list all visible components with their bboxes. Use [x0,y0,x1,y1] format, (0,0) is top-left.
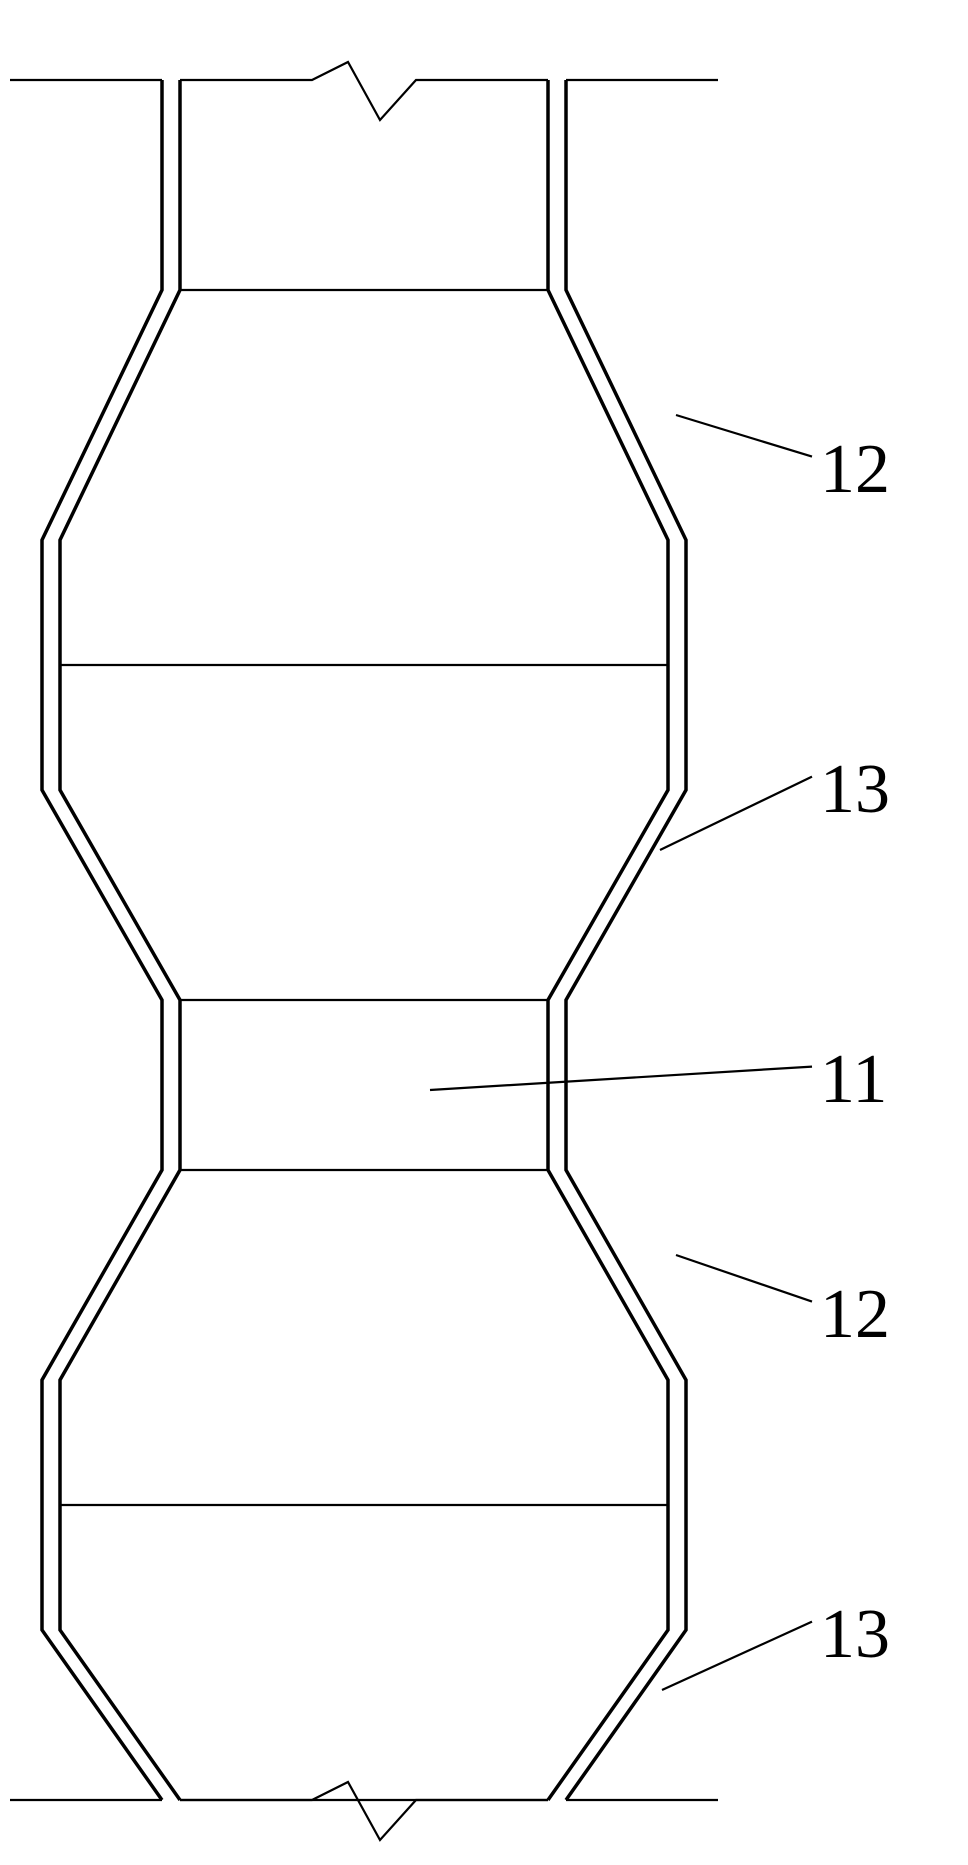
diagram-svg [0,0,968,1865]
ref-label-13-1: 13 [820,750,890,830]
ref-label-13-4: 13 [820,1595,890,1675]
figure-canvas: 12 13 11 12 13 [0,0,968,1865]
ref-label-12-0: 12 [820,430,890,510]
ref-label-12-3: 12 [820,1275,890,1355]
ref-label-11-2: 11 [820,1040,887,1120]
